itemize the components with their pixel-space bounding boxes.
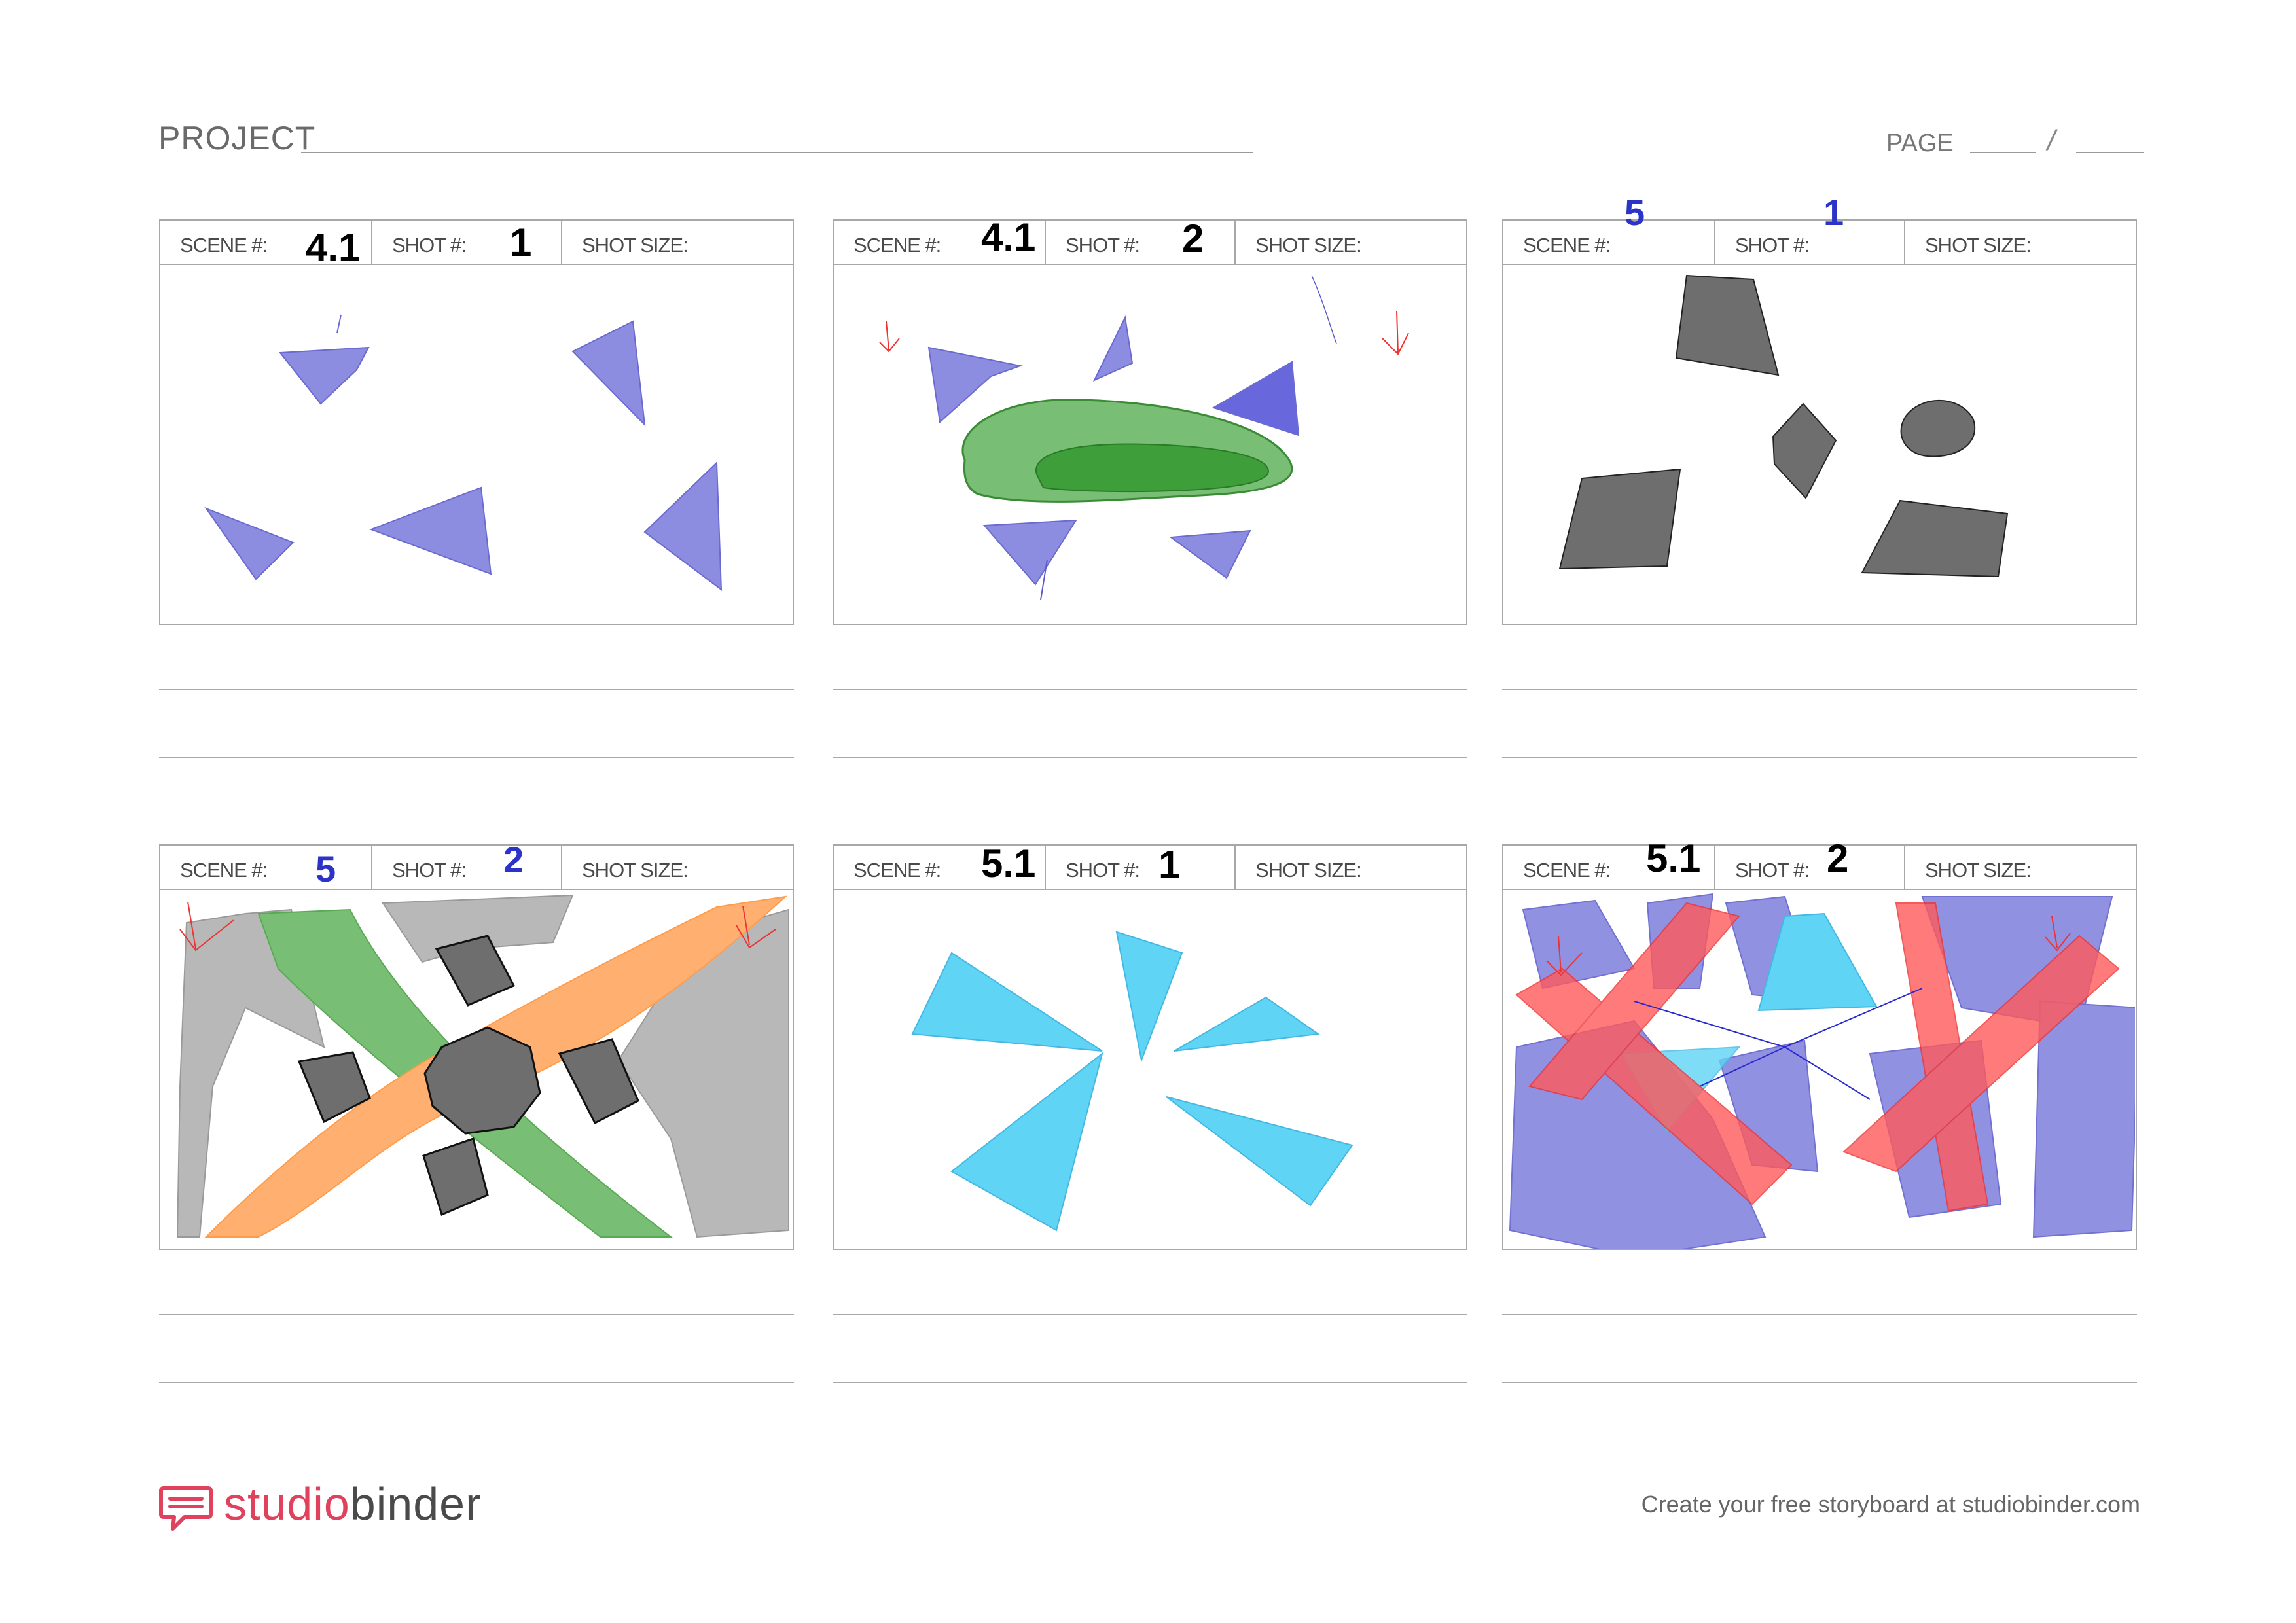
shot-cell: SHOT #: 2 — [1714, 839, 1904, 889]
shot-cell: SHOT #: 1 — [1714, 194, 1904, 264]
sketch-canvas[interactable] — [834, 265, 1465, 624]
scene-label: SCENE #: — [180, 234, 268, 257]
scene-label: SCENE #: — [180, 859, 268, 882]
sketch-canvas[interactable] — [1503, 265, 2135, 624]
shot-size-label: SHOT SIZE: — [1925, 234, 2032, 257]
shot-label: SHOT #: — [392, 234, 467, 257]
scene-label: SCENE #: — [853, 234, 941, 257]
storyboard-panel-1: SCENE #: 4.1 SHOT #: 1 SHOT SIZE: — [159, 219, 794, 625]
shot-number[interactable]: 2 — [1827, 836, 1849, 880]
studiobinder-logo-icon — [159, 1486, 213, 1531]
shot-label: SHOT #: — [1066, 859, 1140, 882]
logo-part-studio: studio — [224, 1478, 350, 1529]
shot-label: SHOT #: — [1066, 234, 1140, 257]
storyboard-panel-2: SCENE #: 4.1 SHOT #: 2 SHOT SIZE: — [833, 215, 1467, 625]
scene-cell: SCENE #: 4.1 — [834, 215, 1045, 264]
storyboard-panel-5: SCENE #: 5.1 SHOT #: 1 SHOT SIZE: — [833, 844, 1467, 1250]
triangle-shape — [204, 507, 295, 580]
page-separator: / — [2047, 124, 2056, 156]
triangle-shape — [279, 346, 370, 405]
shot-label: SHOT #: — [1735, 234, 1810, 257]
notes-line[interactable] — [833, 689, 1467, 690]
footer-cta[interactable]: Create your free storyboard at studiobin… — [1641, 1491, 2140, 1518]
notes-line[interactable] — [1502, 757, 2137, 758]
storyboard-panel-3: SCENE #: 5 SHOT #: 1 SHOT SIZE: — [1502, 194, 2137, 625]
scene-number[interactable]: 5.1 — [981, 842, 1036, 885]
sketch-canvas[interactable] — [160, 890, 792, 1249]
shot-size-cell: SHOT SIZE: — [1234, 846, 1467, 889]
shot-size-label: SHOT SIZE: — [582, 234, 689, 257]
scene-cell: SCENE #: 5 — [160, 846, 371, 889]
shot-size-label: SHOT SIZE: — [1255, 234, 1362, 257]
shot-size-cell: SHOT SIZE: — [561, 221, 793, 264]
notes-line[interactable] — [833, 757, 1467, 758]
sketch-canvas[interactable] — [834, 890, 1465, 1249]
panel-header: SCENE #: 5 SHOT #: 1 SHOT SIZE: — [1503, 194, 2136, 265]
notes-line[interactable] — [159, 1382, 794, 1383]
shot-number[interactable]: 2 — [1182, 217, 1204, 260]
scene-number[interactable]: 5.1 — [1646, 836, 1701, 880]
scene-label: SCENE #: — [1523, 859, 1611, 882]
scene-cell: SCENE #: 5 — [1503, 194, 1714, 264]
page-number-line — [1970, 152, 2036, 153]
sketch-canvas[interactable] — [160, 265, 792, 624]
shot-number[interactable]: 1 — [510, 221, 532, 264]
shot-size-cell: SHOT SIZE: — [1904, 846, 2136, 889]
project-underline — [301, 152, 1253, 153]
shot-size-label: SHOT SIZE: — [1255, 859, 1362, 882]
shot-size-label: SHOT SIZE: — [1925, 859, 2032, 882]
sketch-canvas[interactable] — [1503, 890, 2135, 1249]
shot-cell: SHOT #: 2 — [1045, 217, 1234, 264]
scene-label: SCENE #: — [1523, 234, 1611, 257]
shot-size-cell: SHOT SIZE: — [1904, 221, 2136, 264]
shot-label: SHOT #: — [1735, 859, 1810, 882]
notes-line[interactable] — [833, 1382, 1467, 1383]
shot-label: SHOT #: — [392, 859, 467, 882]
triangle-shape — [369, 486, 492, 575]
notes-line[interactable] — [1502, 1382, 2137, 1383]
scene-cell: SCENE #: 5.1 — [834, 842, 1045, 889]
notes-line[interactable] — [159, 1314, 794, 1315]
page-label: PAGE — [1886, 130, 1954, 157]
panel-header: SCENE #: 4.1 SHOT #: 1 SHOT SIZE: — [160, 221, 793, 268]
panel-header: SCENE #: 5.1 SHOT #: 2 SHOT SIZE: — [1503, 839, 2136, 890]
triangle-shape — [571, 320, 646, 427]
logo-part-binder: binder — [350, 1478, 482, 1529]
scene-label: SCENE #: — [853, 859, 941, 882]
notes-line[interactable] — [1502, 1314, 2137, 1315]
shot-size-cell: SHOT SIZE: — [561, 846, 793, 889]
shot-cell: SHOT #: 1 — [371, 221, 561, 264]
storyboard-panel-6: SCENE #: 5.1 SHOT #: 2 SHOT SIZE: — [1502, 839, 2137, 1250]
scene-cell: SCENE #: 5.1 — [1503, 839, 1714, 889]
panel-header: SCENE #: 5.1 SHOT #: 1 SHOT SIZE: — [834, 842, 1467, 890]
page-total-line — [2076, 152, 2144, 153]
shot-cell: SHOT #: 2 — [371, 842, 561, 889]
notes-line[interactable] — [159, 689, 794, 690]
project-label: PROJECT — [158, 120, 316, 156]
scene-number[interactable]: 4.1 — [981, 215, 1036, 259]
notes-line[interactable] — [833, 1314, 1467, 1315]
notes-line[interactable] — [1502, 689, 2137, 690]
scene-cell: SCENE #: 4.1 — [160, 221, 371, 268]
scene-number[interactable]: 4.1 — [306, 226, 361, 270]
triangle-shape — [643, 461, 723, 592]
shot-number[interactable]: 1 — [1823, 192, 1844, 233]
scene-number[interactable]: 5 — [315, 848, 336, 889]
scene-number[interactable]: 5 — [1624, 192, 1645, 233]
shot-number[interactable]: 2 — [503, 839, 524, 880]
shot-size-label: SHOT SIZE: — [582, 859, 689, 882]
studiobinder-logo: studiobinder — [224, 1478, 481, 1530]
storyboard-panel-4: SCENE #: 5 SHOT #: 2 SHOT SIZE: — [159, 842, 794, 1250]
shot-cell: SHOT #: 1 — [1045, 846, 1234, 889]
notes-line[interactable] — [159, 757, 794, 758]
panel-header: SCENE #: 4.1 SHOT #: 2 SHOT SIZE: — [834, 215, 1467, 265]
shot-number[interactable]: 1 — [1158, 843, 1181, 887]
panel-header: SCENE #: 5 SHOT #: 2 SHOT SIZE: — [160, 842, 793, 890]
shot-size-cell: SHOT SIZE: — [1234, 221, 1467, 264]
